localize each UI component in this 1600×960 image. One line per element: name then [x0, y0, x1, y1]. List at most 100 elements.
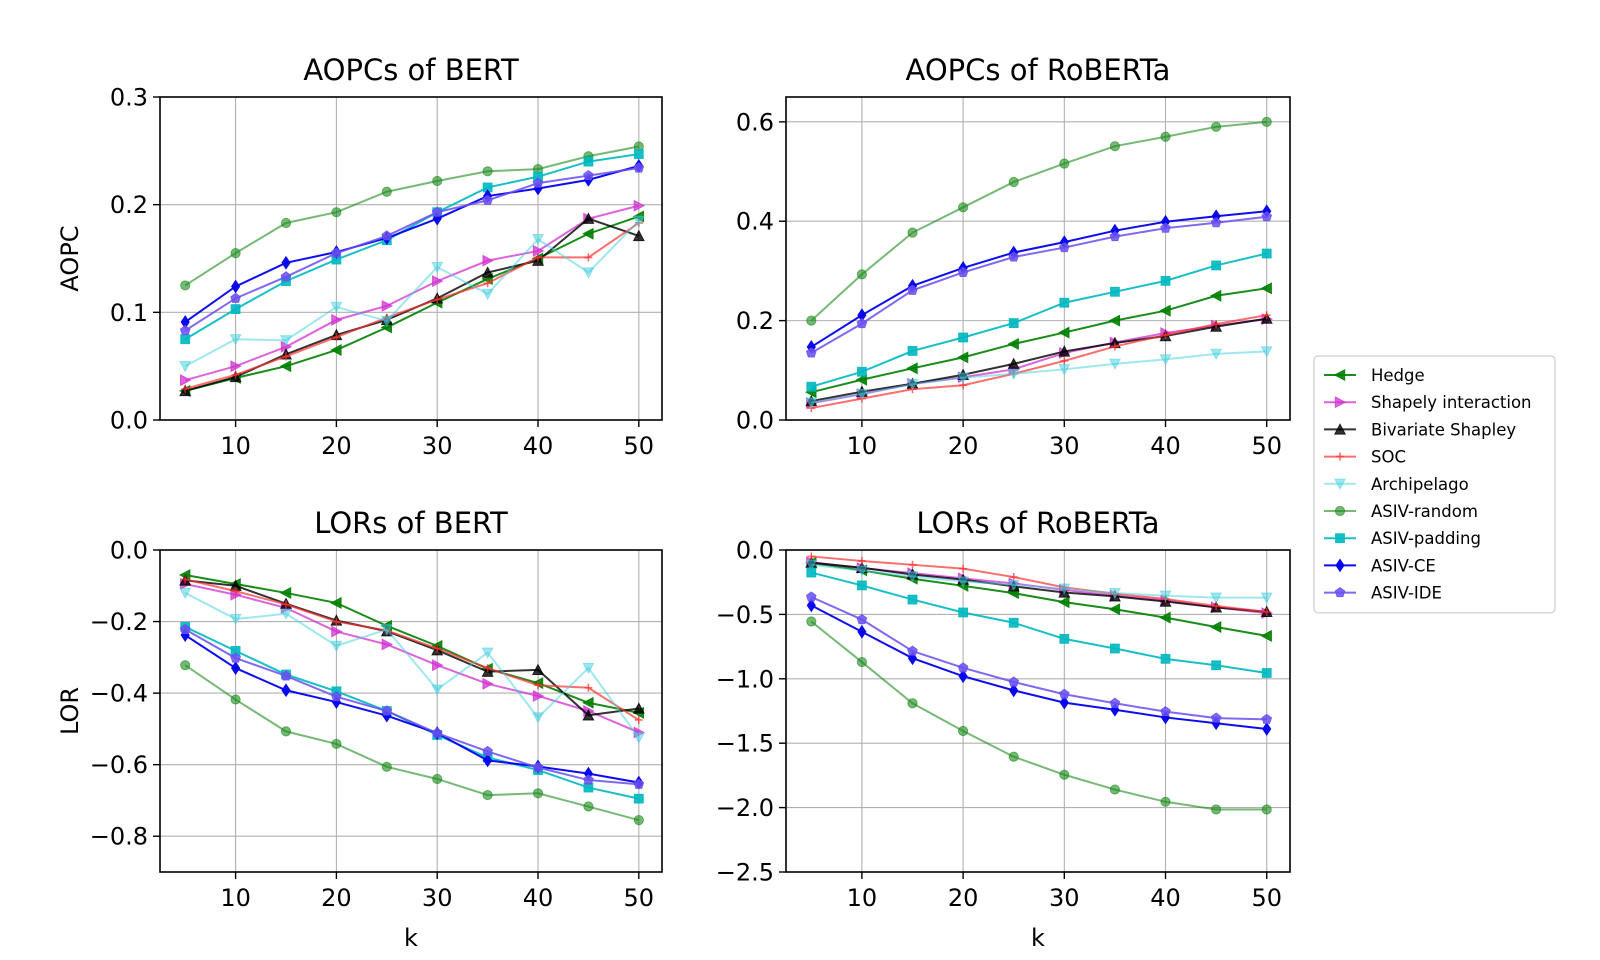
chart-panel-4: 10 20 30 40 50 0.0 −0.5 −1.0 −1.5 −2.0 −2.5 LORs of… — [716, 506, 1291, 952]
data-point — [330, 301, 343, 314]
data-point — [1261, 713, 1273, 724]
data-point — [958, 202, 969, 213]
data-point — [806, 315, 817, 326]
y-tick-label: 0.1 — [110, 299, 148, 327]
data-point — [482, 194, 493, 205]
data-point — [181, 384, 190, 393]
data-point — [1262, 311, 1271, 320]
data-point — [582, 709, 595, 721]
data-point — [179, 325, 191, 336]
series-asiv-random — [806, 616, 1272, 815]
data-point — [1161, 331, 1170, 340]
legend-marker — [1334, 505, 1346, 517]
series-asiv-padding — [806, 567, 1272, 678]
data-point — [332, 333, 341, 342]
data-point — [331, 691, 342, 702]
data-point — [806, 381, 817, 392]
x-tick-label: 10 — [220, 884, 251, 912]
data-point — [1108, 587, 1121, 600]
data-point — [282, 600, 291, 609]
series-asiv-random — [180, 141, 644, 291]
data-point — [856, 317, 868, 329]
x-tick-label: 40 — [1150, 884, 1181, 912]
chart-title: LORs of RoBERTa — [916, 506, 1159, 540]
chart-title: LORs of BERT — [314, 506, 508, 540]
data-point — [1007, 337, 1019, 350]
data-point — [230, 304, 241, 315]
series-line — [184, 215, 640, 392]
legend-marker — [1336, 452, 1344, 461]
data-point — [331, 738, 342, 750]
y-tick-label: 0.4 — [736, 208, 774, 236]
legend-entry: Bivariate Shapley — [1324, 420, 1516, 439]
data-point — [1058, 583, 1071, 595]
legend-entry: ASIV-padding — [1324, 529, 1481, 548]
series-line — [810, 210, 1267, 348]
data-point — [532, 788, 544, 799]
data-point — [1260, 346, 1273, 358]
series-line — [811, 314, 1267, 410]
data-point — [1109, 697, 1121, 708]
y-tick-label: −0.5 — [716, 601, 774, 629]
data-point — [957, 372, 970, 385]
series-line — [811, 571, 1267, 674]
data-point — [633, 149, 644, 159]
data-point — [583, 774, 594, 785]
data-point — [1058, 596, 1070, 609]
series-line — [811, 563, 1267, 599]
series-line — [184, 153, 639, 341]
y-tick-label: 0.0 — [110, 537, 148, 565]
data-point — [229, 613, 242, 626]
x-tick-label: 50 — [1251, 884, 1282, 912]
data-point — [1108, 603, 1121, 616]
legend-entry: ASIV-random — [1324, 502, 1478, 521]
data-point — [280, 217, 292, 229]
series-line — [810, 215, 1267, 354]
data-point — [1261, 248, 1272, 259]
data-point — [1211, 121, 1222, 132]
data-point — [279, 335, 293, 347]
series-line — [184, 220, 640, 368]
legend-label: Hedge — [1371, 366, 1425, 385]
series-asiv-ide — [179, 623, 645, 789]
series-line — [184, 592, 640, 739]
data-point — [330, 640, 343, 653]
data-point — [1058, 326, 1070, 339]
data-point — [907, 284, 918, 295]
data-point — [281, 683, 291, 698]
y-tick-label: −0.6 — [90, 751, 148, 779]
data-point — [229, 334, 242, 346]
data-point — [1209, 620, 1222, 634]
data-point — [1009, 683, 1019, 698]
data-point — [1058, 688, 1070, 699]
series-line — [811, 555, 1267, 613]
legend-label: ASIV-CE — [1371, 556, 1436, 575]
data-point — [230, 360, 242, 373]
data-point — [1209, 289, 1222, 302]
data-point — [1007, 579, 1020, 592]
data-point — [958, 332, 969, 343]
data-point — [1060, 356, 1069, 365]
x-tick-label: 50 — [1251, 432, 1282, 460]
data-point — [958, 607, 969, 618]
x-tick-label: 40 — [1150, 432, 1181, 460]
data-point — [1160, 275, 1171, 286]
data-point — [1260, 592, 1273, 604]
data-point — [280, 670, 292, 681]
data-point — [482, 254, 494, 267]
series-line — [184, 634, 639, 784]
data-point — [481, 647, 494, 659]
x-tick-label: 40 — [523, 432, 554, 460]
plot-frame — [785, 96, 1291, 421]
x-tick-label: 20 — [321, 432, 352, 460]
data-point — [230, 694, 241, 705]
data-point — [805, 347, 817, 358]
series-line — [810, 620, 1267, 811]
data-point — [431, 684, 444, 696]
data-point — [482, 677, 494, 690]
data-point — [330, 343, 342, 357]
data-point — [231, 587, 240, 596]
y-tick-label: 0.3 — [110, 84, 148, 112]
data-point — [482, 789, 493, 801]
data-point — [433, 644, 442, 653]
